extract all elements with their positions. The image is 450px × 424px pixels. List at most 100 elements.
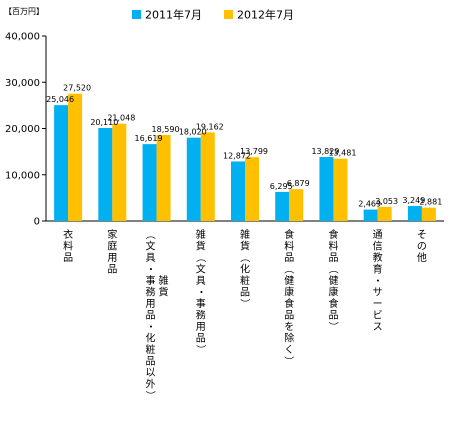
category-label-char: 康 <box>284 286 294 299</box>
category-label-char: ・ <box>144 322 155 332</box>
category-label-char: 用 <box>146 299 156 310</box>
category-label-char: （ <box>283 264 295 274</box>
bar-2011 <box>186 137 201 221</box>
value-label: 3,053 <box>375 197 398 206</box>
category-label-char: ） <box>327 322 339 332</box>
category-label-char: 育 <box>373 263 383 276</box>
category-label-char: （ <box>239 253 251 263</box>
category-label-char: 貨 <box>240 240 250 253</box>
category-label-char: ス <box>373 322 383 333</box>
category-label-char: 食 <box>284 228 294 241</box>
legend-swatch <box>132 10 141 19</box>
category-label-char: 具 <box>146 252 156 264</box>
category-label-char: ・ <box>194 287 205 297</box>
bar-2011 <box>98 127 113 221</box>
category-label-char: 粧 <box>240 274 250 287</box>
category-label-char: ー <box>373 299 383 310</box>
category-label-char: サ <box>373 287 383 299</box>
category-label-char: 健 <box>284 275 294 287</box>
y-tick-label: 20,000 <box>5 124 40 135</box>
value-label: 16,619 <box>135 134 163 143</box>
legend: 2011年7月 2012年7月 <box>132 8 294 22</box>
category-label-char: 用 <box>107 253 117 264</box>
bar-2012 <box>333 158 348 221</box>
category-label-char: 除 <box>284 332 294 345</box>
category-labels: 衣料品家庭用品（文具・事務用品・化粧品以外）雑貨雑貨（文具・事務用品）雑貨（化粧… <box>63 228 427 401</box>
category-label-char: ） <box>194 345 206 355</box>
category-label-char: 家 <box>107 228 117 241</box>
bar-2012 <box>156 135 171 221</box>
unit-label: 【百万円】 <box>4 7 44 16</box>
category-label-char: 事 <box>196 297 206 310</box>
bar-2011 <box>54 105 69 221</box>
category-label-char: 雑 <box>159 274 169 287</box>
category-label-char: く <box>284 345 294 356</box>
category-label-char: 品 <box>146 356 156 368</box>
value-label: 12,872 <box>223 151 251 160</box>
category-label-char: 通 <box>373 229 383 241</box>
value-label: 3,249 <box>402 196 425 205</box>
legend-label: 2012年7月 <box>237 8 294 22</box>
category-label-char: （ <box>144 230 156 240</box>
legend-swatch <box>224 10 233 19</box>
category-label-char: 庭 <box>107 240 117 253</box>
category-label-char: 食 <box>328 297 338 310</box>
value-label: 2,881 <box>419 198 442 207</box>
category-label-char: 貨 <box>196 240 206 253</box>
category-label-char: 食 <box>328 228 338 241</box>
category-label-char: 品 <box>196 333 206 345</box>
value-label: 13,481 <box>328 149 356 158</box>
category-label-char: 品 <box>240 287 250 299</box>
bar-2011 <box>231 161 245 221</box>
value-label: 25,046 <box>46 95 74 104</box>
category-label-char: 康 <box>328 286 338 299</box>
bar-2012 <box>112 123 127 221</box>
category-label-char: 具 <box>196 275 206 287</box>
category-label-char: を <box>284 321 294 333</box>
category-label-char: 教 <box>373 251 383 264</box>
value-label: 6,295 <box>270 182 293 191</box>
category-label-char: 料 <box>63 240 73 253</box>
category-label-char: 外 <box>146 379 156 391</box>
bar-2012 <box>421 207 436 221</box>
category-label-char: （ <box>194 253 206 263</box>
category-label-char: 雑 <box>240 228 250 241</box>
legend-label: 2011年7月 <box>145 8 202 22</box>
category-label-char: 粧 <box>146 343 156 356</box>
category-label-char: 文 <box>196 263 206 276</box>
bar-2011 <box>363 209 378 221</box>
category-label-char: ・ <box>371 276 382 286</box>
category-label-char: 衣 <box>63 228 73 241</box>
category-label-char: 以 <box>146 368 156 379</box>
category-label-char: 健 <box>328 275 338 287</box>
category-label-char: 品 <box>284 252 294 264</box>
category-label-char: 貨 <box>159 286 169 299</box>
bar-2011 <box>319 157 334 221</box>
category-label-char: ビ <box>373 310 383 322</box>
category-label-char: 事 <box>146 274 156 287</box>
category-label-char: 務 <box>146 286 156 299</box>
category-label-char: ・ <box>144 264 155 274</box>
category-label-char: 品 <box>284 310 294 322</box>
category-label-char: 化 <box>240 263 250 276</box>
category-label-char: 信 <box>373 241 383 253</box>
value-label: 13,799 <box>240 147 268 156</box>
bar-2012 <box>68 93 83 221</box>
value-label: 19,162 <box>196 122 224 131</box>
category-label-char: ） <box>239 299 251 309</box>
value-label: 27,520 <box>63 84 91 93</box>
category-label-char: 品 <box>107 264 117 276</box>
y-tick-label: 0 <box>34 217 40 228</box>
value-label: 18,590 <box>152 125 180 134</box>
category-label-char: 料 <box>284 240 294 253</box>
y-tick-label: 10,000 <box>5 170 40 181</box>
bar-2011 <box>142 144 157 221</box>
category-label-char: の <box>417 242 427 253</box>
category-label-char: 雑 <box>196 228 206 241</box>
category-label-char: （ <box>327 264 339 274</box>
category-label-char: 食 <box>284 297 294 310</box>
category-label-char: 用 <box>196 322 206 333</box>
value-label: 13,829 <box>311 147 339 156</box>
